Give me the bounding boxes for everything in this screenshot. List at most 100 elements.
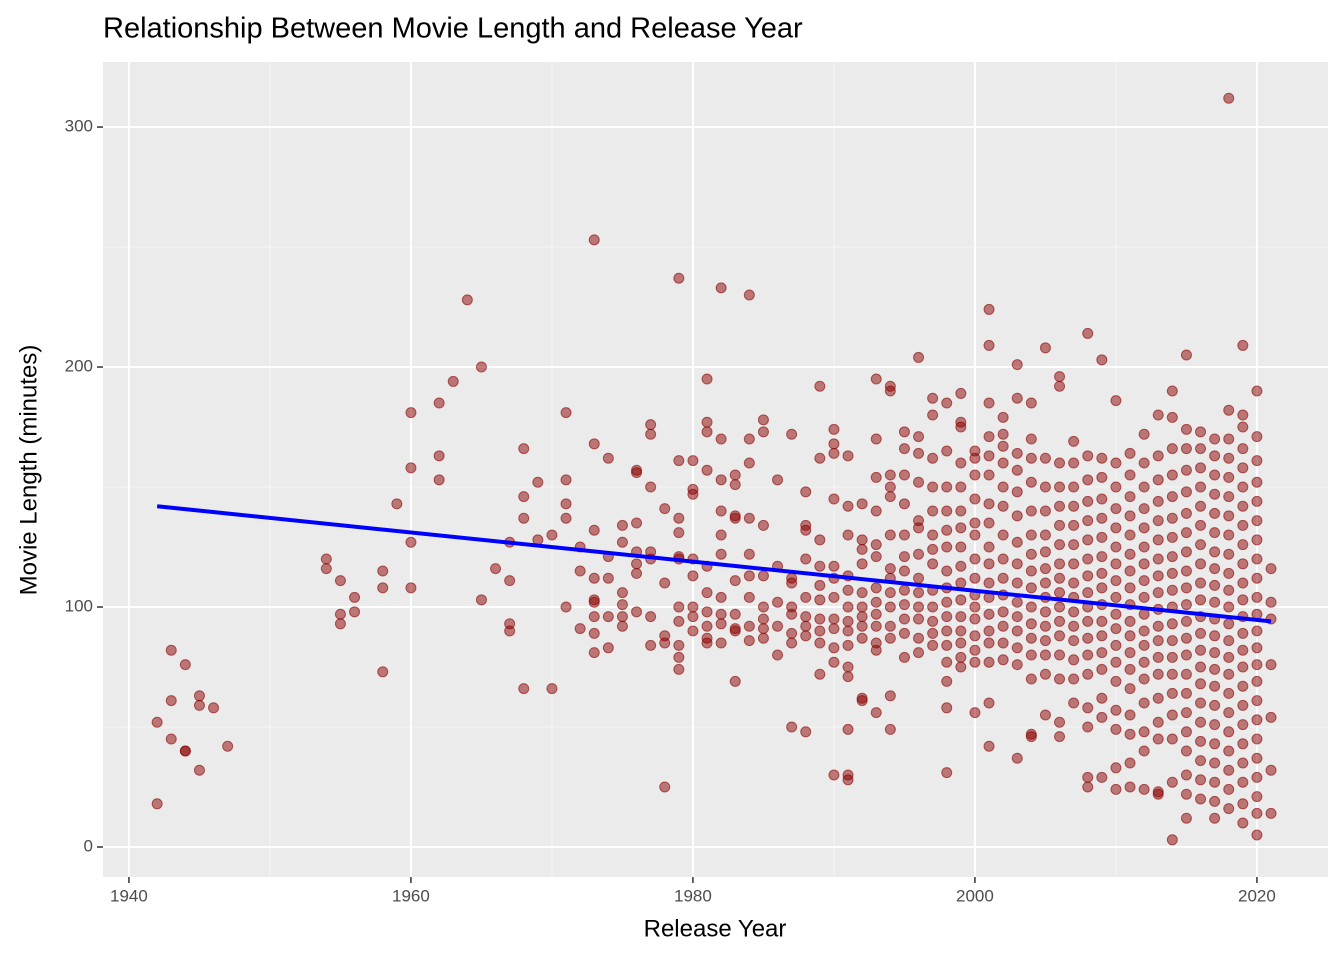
point: [1166, 531, 1178, 543]
y-tick-label: 200: [65, 357, 93, 376]
point: [631, 558, 643, 570]
point: [1223, 687, 1235, 699]
point: [1209, 630, 1221, 642]
point: [1138, 428, 1150, 440]
y-tick-label: 100: [65, 596, 93, 615]
point: [941, 524, 953, 536]
point: [1011, 577, 1023, 589]
point: [1096, 531, 1108, 543]
point: [1039, 481, 1051, 493]
point: [898, 651, 910, 663]
point: [1110, 558, 1122, 570]
point: [1124, 491, 1136, 503]
point: [405, 582, 417, 594]
point: [1251, 495, 1263, 507]
point: [1180, 565, 1192, 577]
point: [1110, 623, 1122, 635]
point: [1209, 647, 1221, 659]
point: [1180, 423, 1192, 435]
point: [1223, 529, 1235, 541]
point: [405, 536, 417, 548]
point: [1265, 711, 1277, 723]
point: [1011, 659, 1023, 671]
point: [800, 591, 812, 603]
point: [518, 683, 530, 695]
point: [856, 558, 868, 570]
point: [1039, 529, 1051, 541]
point: [560, 601, 572, 613]
point: [1223, 510, 1235, 522]
point: [1096, 493, 1108, 505]
point: [786, 608, 798, 620]
point: [927, 558, 939, 570]
point: [1138, 457, 1150, 469]
point: [631, 606, 643, 618]
point: [1166, 776, 1178, 788]
point: [433, 474, 445, 486]
point: [814, 668, 826, 680]
point: [884, 723, 896, 735]
point: [1180, 745, 1192, 757]
point: [1025, 582, 1037, 594]
point: [193, 699, 205, 711]
point: [1138, 783, 1150, 795]
point: [1223, 491, 1235, 503]
point: [405, 462, 417, 474]
point: [983, 498, 995, 510]
point: [729, 479, 741, 491]
point: [898, 498, 910, 510]
point: [828, 438, 840, 450]
point: [1068, 519, 1080, 531]
point: [941, 505, 953, 517]
point: [814, 613, 826, 625]
point: [391, 498, 403, 510]
point: [1096, 711, 1108, 723]
point: [997, 654, 1009, 666]
point: [1138, 608, 1150, 620]
point: [1110, 704, 1122, 716]
point: [687, 601, 699, 613]
point: [616, 611, 628, 623]
point: [1209, 488, 1221, 500]
point: [1223, 567, 1235, 579]
point: [616, 620, 628, 632]
point: [1209, 776, 1221, 788]
point: [1138, 558, 1150, 570]
point: [193, 690, 205, 702]
point: [1237, 738, 1249, 750]
point: [743, 512, 755, 524]
point: [1195, 774, 1207, 786]
point: [927, 409, 939, 421]
point: [1124, 565, 1136, 577]
point: [1180, 649, 1192, 661]
point: [1166, 709, 1178, 721]
point: [983, 625, 995, 637]
point: [814, 380, 826, 392]
point: [1054, 500, 1066, 512]
point: [941, 481, 953, 493]
point: [1138, 726, 1150, 738]
point: [1025, 601, 1037, 613]
point: [814, 594, 826, 606]
point: [1209, 596, 1221, 608]
point: [1237, 817, 1249, 829]
point: [1138, 673, 1150, 685]
point: [1068, 620, 1080, 632]
point: [983, 517, 995, 529]
point: [1223, 618, 1235, 630]
point: [1138, 639, 1150, 651]
point: [1209, 719, 1221, 731]
point: [1195, 426, 1207, 438]
point: [1152, 635, 1164, 647]
point: [997, 620, 1009, 632]
point: [955, 522, 967, 534]
point: [1209, 812, 1221, 824]
point: [828, 423, 840, 435]
point: [1152, 620, 1164, 632]
point: [983, 450, 995, 462]
point: [560, 474, 572, 486]
point: [757, 613, 769, 625]
point: [955, 637, 967, 649]
point: [1025, 649, 1037, 661]
point: [1039, 563, 1051, 575]
